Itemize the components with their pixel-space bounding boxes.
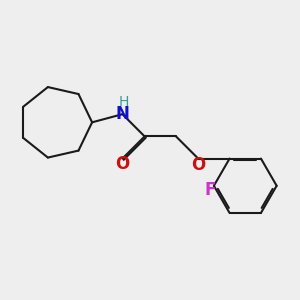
Text: O: O xyxy=(191,157,205,175)
Text: F: F xyxy=(204,182,216,200)
Text: O: O xyxy=(115,155,129,173)
Text: H: H xyxy=(119,95,129,109)
Text: N: N xyxy=(116,105,129,123)
